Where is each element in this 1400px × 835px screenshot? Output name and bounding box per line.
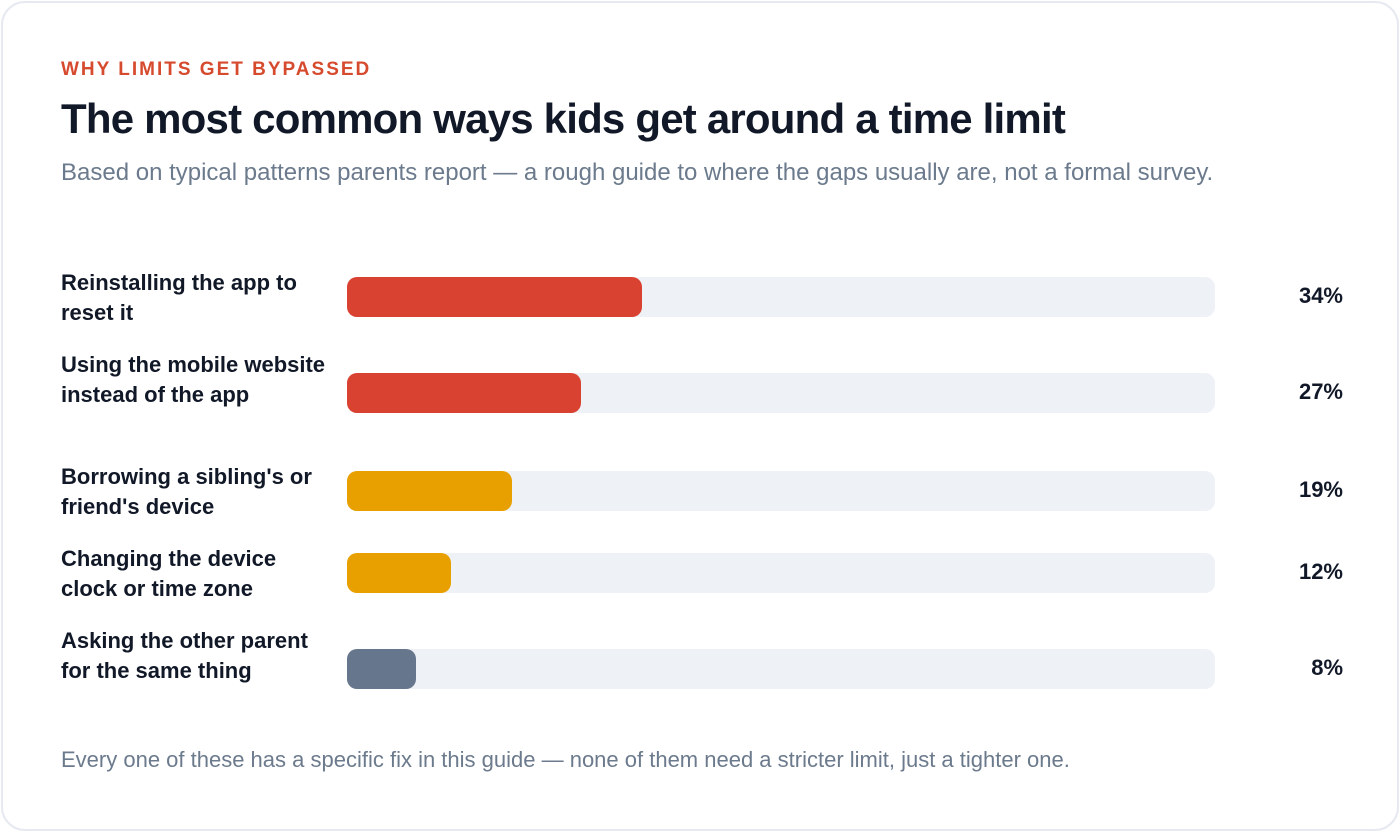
bar-category-label: Using the mobile website instead of the … xyxy=(61,352,326,407)
bar-value-label: 34% xyxy=(1298,283,1343,308)
bar-value-label: 12% xyxy=(1298,559,1343,584)
bar xyxy=(347,277,642,317)
bar-track xyxy=(347,471,1215,511)
bar xyxy=(347,471,512,511)
page-subtitle: Based on typical patterns parents report… xyxy=(61,159,1214,186)
bar-category-label: Changing the device clock or time zone xyxy=(61,546,277,601)
bar-chart: Reinstalling the app to reset it 34% Using… xyxy=(3,3,1400,835)
bar xyxy=(347,373,581,413)
bar-value-label: 19% xyxy=(1298,477,1343,502)
bar-value-label: 27% xyxy=(1298,379,1343,404)
bar-value-label: 8% xyxy=(1311,655,1343,680)
bar xyxy=(347,649,416,689)
bar-category-label: Reinstalling the app to reset it xyxy=(61,270,297,325)
footer-note: Every one of these has a specific fix in… xyxy=(61,747,1070,772)
bar-track xyxy=(347,277,1215,317)
bar xyxy=(347,553,451,593)
bar-category-label: Asking the other parent for the same thi… xyxy=(61,628,308,683)
bar-category-label: Borrowing a sibling's or friend's device xyxy=(61,464,312,519)
bar-track xyxy=(347,553,1215,593)
eyebrow-label: WHY LIMITS GET BYPASSED xyxy=(61,59,372,80)
bar-track xyxy=(347,649,1215,689)
bar-track xyxy=(347,373,1215,413)
page-title: The most common ways kids get around a t… xyxy=(61,95,1066,142)
